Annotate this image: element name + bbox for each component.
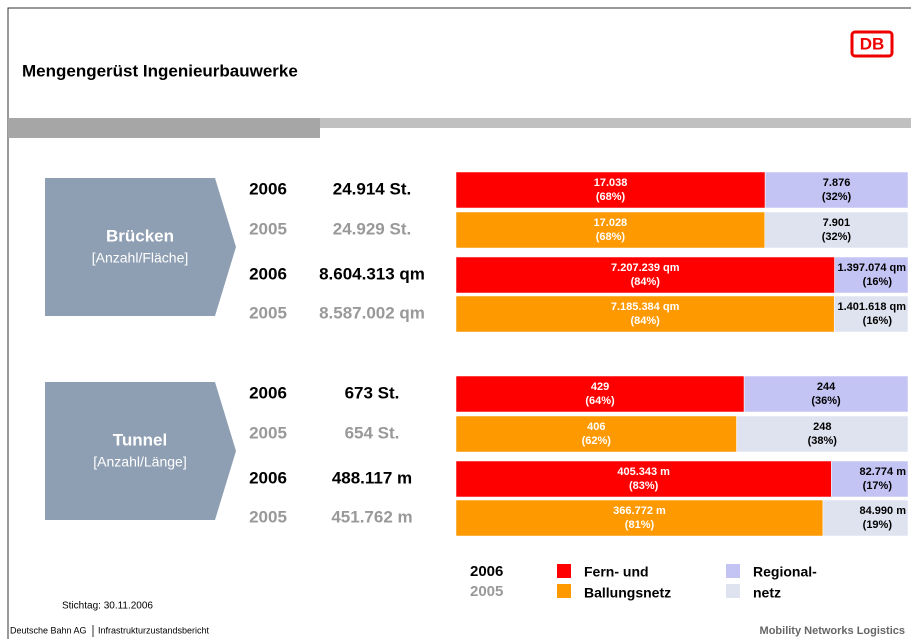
share-label: (68%) [596,231,626,243]
share-label: (62%) [582,435,612,447]
year: 2006 [249,264,287,283]
arrow [45,382,236,520]
bar-segment [764,211,909,249]
bar-segment [831,460,909,498]
share-label: (36%) [811,395,841,407]
value-label: 17.038 [594,177,628,189]
total: 24.929 St. [333,219,411,238]
bar-segment [455,256,835,294]
arrow [45,178,236,316]
total: 8.604.313 qm [319,264,425,283]
legend-swatch [726,584,740,598]
logo-box [850,30,894,58]
year: 2006 [249,468,287,487]
bar-segment [455,375,745,413]
share-label: (32%) [822,231,852,243]
report: Infrastrukturzustandsbericht [98,625,210,635]
total: 8.587.002 qm [319,303,425,322]
year: 2006 [249,383,287,402]
value-label: 84.990 m [860,505,907,517]
value-label: 7.185.384 qm [611,301,680,313]
legend-year: 2005 [470,583,503,600]
legend-label: Fern- und [584,564,649,580]
value-label: 7.901 [823,217,851,229]
value-label: 366.772 m [613,505,666,517]
share-label: (84%) [631,276,661,288]
bar-segment [822,499,909,537]
title: Mengengerüst Ingenieurbauwerke [22,61,298,80]
share-label: (68%) [596,191,626,203]
bar-segment [736,415,909,453]
date: Stichtag: 30.11.2006 [62,601,153,612]
value-label: 1.397.074 qm [838,262,907,274]
share-label: (38%) [808,435,838,447]
share-label: (16%) [863,315,893,327]
logo: DB [860,34,885,53]
share-label: (16%) [863,276,893,288]
share-label: (84%) [630,315,660,327]
share-label: (32%) [822,191,852,203]
value-label: 7.876 [823,177,851,189]
value-label: 406 [587,421,605,433]
bar-segment [455,499,824,537]
total: 24.914 St. [333,179,411,198]
bar-segment [455,460,832,498]
bar-segment [455,211,765,249]
value-label: 244 [817,381,836,393]
share-label: (17%) [863,480,893,492]
share-label: (19%) [863,519,893,531]
year: 2006 [249,179,287,198]
frame [7,7,911,639]
bar-segment [834,256,909,294]
value-label: 405.343 m [617,466,670,478]
band-dark [8,118,320,138]
year: 2005 [249,303,287,322]
bar-segment [743,375,909,413]
total: 654 St. [345,423,400,442]
group-name: Brücken [106,226,174,245]
bar-segment [455,295,835,333]
legend-year: 2006 [470,563,503,580]
bar-segment [833,295,909,333]
value-label: 7.207.239 qm [611,262,680,274]
group-name: Tunnel [113,430,167,449]
group-unit: [Anzahl/Länge] [93,454,186,470]
value-label: 248 [813,421,831,433]
share-label: (64%) [585,395,615,407]
value-label: 1.401.618 qm [838,301,907,313]
brand: Mobility Networks Logistics [760,625,905,637]
share-label: (81%) [625,519,655,531]
total: 673 St. [345,383,400,402]
year: 2005 [249,423,287,442]
value-label: 17.028 [594,217,628,229]
legend-label: netz [753,585,781,601]
value-label: 82.774 m [860,466,907,478]
year: 2005 [249,507,287,526]
legend-swatch [557,584,571,598]
legend-swatch [557,564,571,578]
bar-segment [455,415,737,453]
total: 488.117 m [332,468,412,487]
bar-segment [455,171,766,209]
bar-segment [764,171,909,209]
share-label: (83%) [629,480,659,492]
band-light [320,118,911,128]
company: Deutsche Bahn AG [10,625,87,635]
legend-label: Regional- [753,564,817,580]
group-unit: [Anzahl/Fläche] [92,250,189,266]
legend-label: Ballungsnetz [584,585,671,601]
total: 451.762 m [331,507,412,526]
value-label: 429 [591,381,609,393]
year: 2005 [249,219,287,238]
legend-swatch [726,564,740,578]
